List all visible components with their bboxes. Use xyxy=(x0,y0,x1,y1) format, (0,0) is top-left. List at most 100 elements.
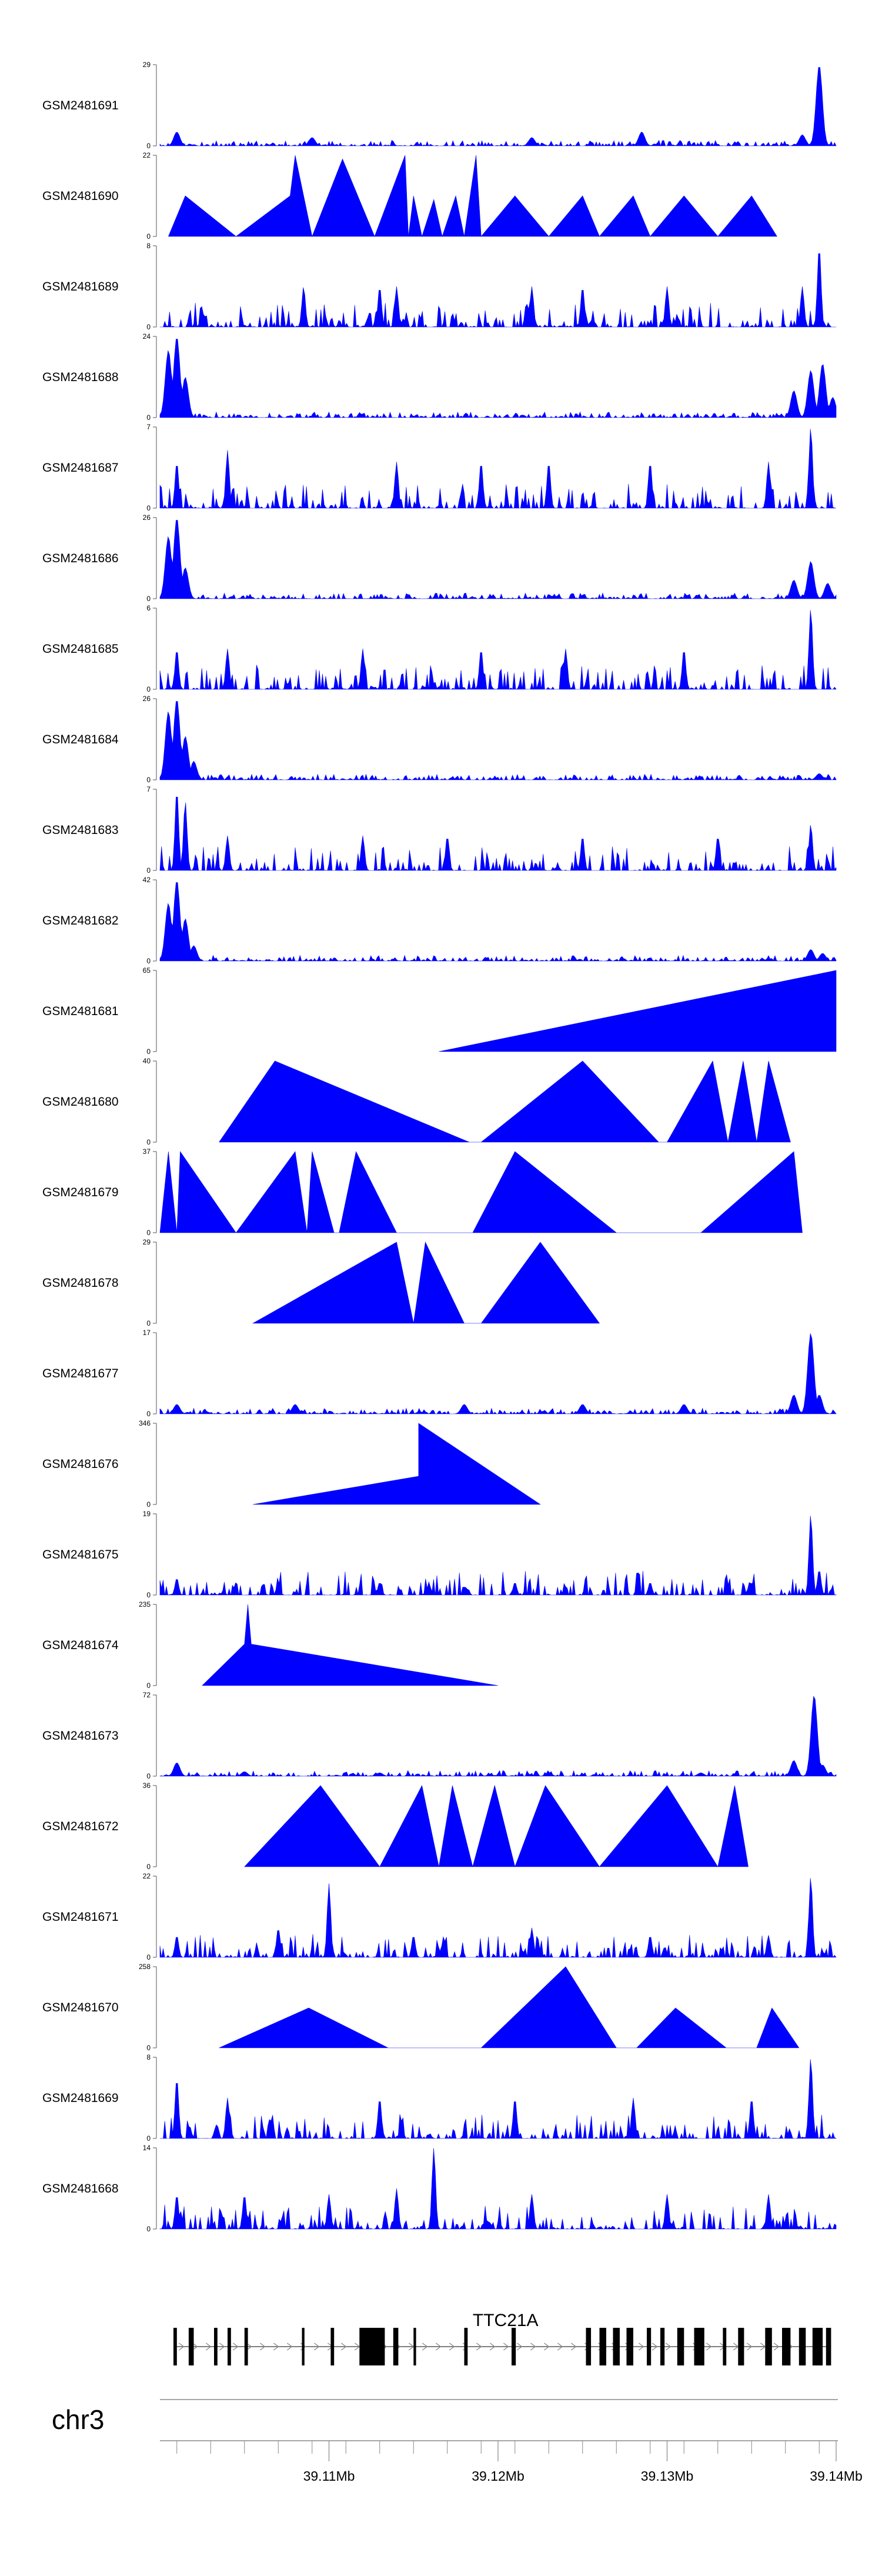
signal-area xyxy=(439,970,837,1052)
signal-area xyxy=(219,1966,800,2048)
y-min-label: 0 xyxy=(146,2044,151,2052)
y-max-label: 37 xyxy=(143,1147,151,1156)
y-max-label: 8 xyxy=(146,2053,151,2061)
y-max-label: 29 xyxy=(143,61,151,69)
track-GSM2481683: GSM2481683 7 0 xyxy=(42,785,837,875)
y-min-label: 0 xyxy=(146,504,151,512)
track-GSM2481682: GSM2481682 42 0 xyxy=(42,876,837,965)
y-min-label: 0 xyxy=(146,1500,151,1509)
gene-label: TTC21A xyxy=(473,2311,539,2330)
exon xyxy=(660,2328,665,2365)
strand-arrow xyxy=(706,2343,712,2351)
y-min-label: 0 xyxy=(146,323,151,331)
axis-tick-label: 39.12Mb xyxy=(472,2468,524,2484)
y-max-label: 29 xyxy=(143,1238,151,1246)
axis-tick-label: 39.11Mb xyxy=(303,2468,355,2484)
signal-tracks: GSM2481691290GSM2481690220GSM248168980GS… xyxy=(42,61,837,2233)
signal-area xyxy=(159,796,837,872)
y-max-label: 346 xyxy=(139,1419,151,1427)
exon xyxy=(173,2328,177,2365)
y-min-label: 0 xyxy=(146,1953,151,1961)
strand-arrow xyxy=(259,2343,266,2351)
exon xyxy=(782,2328,791,2365)
y-min-label: 0 xyxy=(146,1591,151,1599)
y-min-label: 0 xyxy=(146,142,151,150)
exon xyxy=(214,2328,218,2365)
exon xyxy=(626,2328,633,2365)
y-min-label: 0 xyxy=(146,776,151,784)
chromosome-label: chr3 xyxy=(52,2404,104,2435)
track-GSM2481691: GSM2481691 29 0 xyxy=(42,61,837,150)
track-label: GSM2481690 xyxy=(42,189,119,203)
signal-area xyxy=(159,520,837,600)
exon xyxy=(330,2328,335,2365)
exon xyxy=(512,2328,516,2365)
signal-area xyxy=(159,253,836,328)
strand-arrow xyxy=(489,2343,496,2351)
y-max-label: 14 xyxy=(143,2144,151,2152)
signal-area xyxy=(159,67,837,147)
track-label: GSM2481676 xyxy=(42,1457,119,1471)
y-min-label: 0 xyxy=(146,1229,151,1237)
signal-area xyxy=(244,1784,749,1868)
y-min-label: 0 xyxy=(146,2225,151,2233)
signal-area xyxy=(159,610,837,690)
y-max-label: 26 xyxy=(143,695,151,703)
track-GSM2481673: GSM2481673 72 0 xyxy=(42,1691,837,1780)
exon xyxy=(413,2328,416,2365)
track-GSM2481689: GSM2481689 8 0 xyxy=(42,242,836,331)
track-GSM2481669: GSM2481669 8 0 xyxy=(42,2053,837,2143)
y-min-label: 0 xyxy=(146,1047,151,1056)
genome-axis: chr3 39.11Mb 39.12Mb 39.13Mb 39.14Mb xyxy=(52,2399,863,2484)
strand-arrow xyxy=(232,2343,239,2351)
axis-tick-label: 39.14Mb xyxy=(810,2468,863,2484)
track-GSM2481676: GSM2481676 346 0 xyxy=(42,1419,541,1509)
y-max-label: 8 xyxy=(146,242,151,250)
track-label: GSM2481671 xyxy=(42,1910,119,1924)
strand-arrow xyxy=(476,2343,482,2351)
track-GSM2481668: GSM2481668 14 0 xyxy=(42,2144,837,2233)
track-label: GSM2481689 xyxy=(42,280,119,293)
track-GSM2481688: GSM2481688 24 0 xyxy=(42,332,837,422)
signal-area xyxy=(168,155,777,238)
y-min-label: 0 xyxy=(146,1319,151,1327)
track-GSM2481670: GSM2481670 258 0 xyxy=(42,1963,800,2052)
strand-arrow xyxy=(530,2343,536,2351)
exon xyxy=(812,2328,823,2365)
strand-arrow xyxy=(449,2343,455,2351)
strand-arrow xyxy=(570,2343,577,2351)
exon xyxy=(188,2328,194,2365)
y-max-label: 72 xyxy=(143,1691,151,1699)
track-label: GSM2481688 xyxy=(42,371,119,384)
y-max-label: 42 xyxy=(143,876,151,884)
exon xyxy=(799,2328,806,2365)
strand-arrow xyxy=(286,2343,293,2351)
track-label: GSM2481683 xyxy=(42,823,119,837)
track-label: GSM2481677 xyxy=(42,1367,119,1380)
track-label: GSM2481672 xyxy=(42,1820,119,1833)
track-GSM2481681: GSM2481681 65 0 xyxy=(42,966,837,1056)
y-min-label: 0 xyxy=(146,232,151,241)
track-GSM2481672: GSM2481672 36 0 xyxy=(42,1781,749,1871)
track-label: GSM2481669 xyxy=(42,2091,119,2105)
strand-arrow xyxy=(313,2343,320,2351)
exon xyxy=(826,2328,831,2365)
y-min-label: 0 xyxy=(146,1138,151,1146)
signal-area xyxy=(253,1423,541,1505)
y-min-label: 0 xyxy=(146,957,151,965)
exon xyxy=(677,2328,684,2365)
track-label: GSM2481679 xyxy=(42,1186,119,1199)
strand-arrow xyxy=(516,2343,523,2351)
strand-arrow xyxy=(746,2343,753,2351)
y-max-label: 40 xyxy=(143,1057,151,1065)
track-label: GSM2481685 xyxy=(42,642,119,656)
track-GSM2481678: GSM2481678 29 0 xyxy=(42,1238,600,1327)
track-GSM2481671: GSM2481671 22 0 xyxy=(42,1872,837,1961)
strand-arrow xyxy=(192,2343,198,2351)
exon xyxy=(393,2328,399,2365)
track-label: GSM2481678 xyxy=(42,1276,119,1290)
exon xyxy=(723,2328,727,2365)
track-label: GSM2481670 xyxy=(42,2001,119,2014)
track-label: GSM2481684 xyxy=(42,733,119,746)
signal-area xyxy=(159,2059,837,2139)
